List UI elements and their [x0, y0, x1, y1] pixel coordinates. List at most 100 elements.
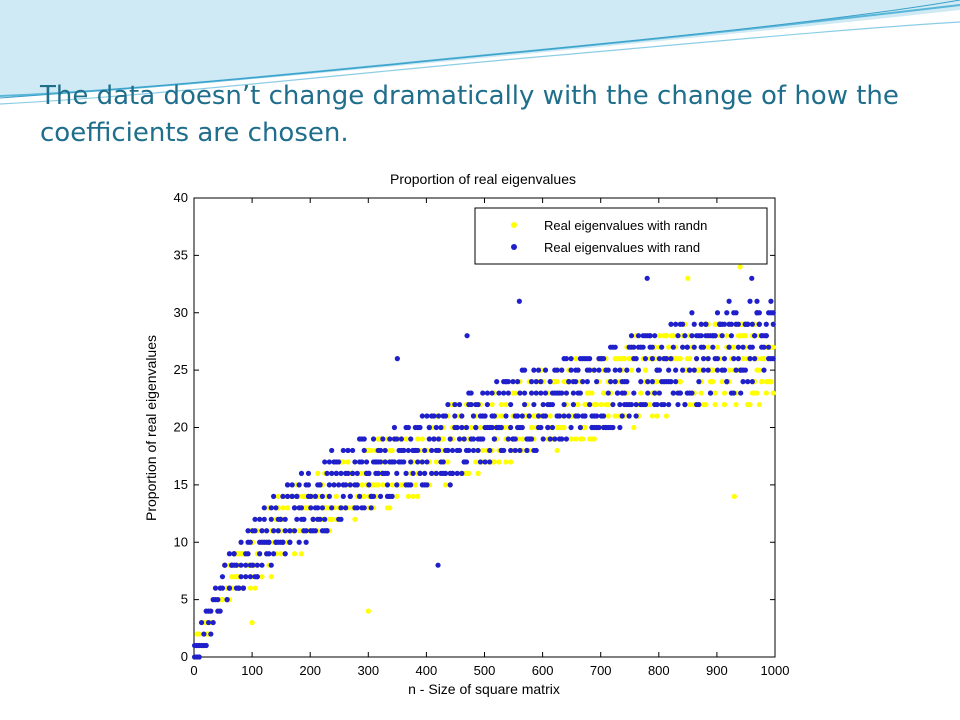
- data-point-rand: [384, 482, 391, 488]
- data-point-rand: [296, 539, 302, 545]
- data-point-rand: [745, 321, 751, 327]
- data-point-rand: [484, 401, 491, 408]
- data-point-rand: [645, 390, 651, 396]
- x-tick-label: 900: [706, 663, 728, 678]
- data-point-rand: [245, 551, 251, 557]
- data-point-rand: [614, 390, 621, 396]
- data-point-rand: [331, 482, 337, 488]
- data-point-randn: [491, 459, 497, 465]
- data-point-rand: [633, 356, 639, 362]
- data-point-randn: [361, 493, 367, 499]
- data-point-rand: [505, 379, 511, 385]
- data-point-rand: [424, 459, 430, 465]
- data-point-rand: [575, 367, 581, 373]
- y-tick-label: 40: [174, 190, 188, 205]
- data-point-rand: [322, 516, 328, 522]
- data-point-rand: [257, 516, 263, 522]
- data-point-rand: [584, 379, 590, 385]
- data-point-rand: [524, 447, 530, 454]
- data-point-rand: [605, 367, 611, 373]
- data-point-rand: [377, 447, 384, 454]
- data-point-rand: [689, 390, 695, 396]
- data-point-rand: [728, 333, 735, 339]
- data-point-rand: [547, 436, 553, 442]
- data-point-randn: [219, 597, 226, 603]
- data-point-rand: [505, 436, 511, 442]
- data-point-randn: [298, 551, 305, 557]
- data-point-rand: [563, 356, 570, 362]
- data-point-rand: [250, 562, 256, 568]
- data-point-rand: [635, 333, 642, 339]
- data-point-rand: [277, 516, 284, 522]
- data-point-rand: [345, 470, 351, 476]
- data-point-rand: [359, 459, 365, 465]
- data-point-randn: [554, 379, 560, 385]
- data-point-rand: [552, 436, 558, 442]
- legend-label-rand: Real eigenvalues with rand: [544, 240, 700, 255]
- data-point-randn: [405, 493, 411, 499]
- data-point-rand: [287, 539, 293, 545]
- data-point-rand: [238, 574, 244, 580]
- data-point-rand: [398, 436, 405, 442]
- header-wave-decoration: [0, 0, 960, 105]
- data-point-rand: [542, 390, 549, 396]
- data-point-rand: [405, 424, 411, 431]
- data-point-rand: [415, 447, 421, 454]
- data-point-rand: [508, 401, 514, 408]
- data-point-rand: [431, 413, 437, 419]
- data-point-rand: [508, 447, 514, 454]
- data-point-rand: [705, 356, 711, 362]
- data-point-rand: [766, 344, 772, 350]
- data-point-rand: [542, 413, 549, 419]
- data-point-randn: [638, 390, 644, 396]
- data-point-rand: [501, 447, 507, 454]
- data-point-rand: [487, 447, 493, 454]
- data-point-rand: [505, 390, 511, 396]
- data-point-rand: [391, 459, 398, 465]
- data-point-rand: [370, 493, 377, 499]
- data-point-rand: [436, 447, 442, 454]
- data-point-rand: [422, 447, 428, 454]
- data-point-rand: [377, 459, 384, 465]
- data-point-randn: [621, 356, 628, 362]
- data-point-rand: [670, 344, 676, 350]
- data-point-rand: [391, 424, 398, 431]
- data-point-rand: [224, 597, 230, 603]
- data-point-rand: [700, 356, 707, 362]
- data-point-rand: [631, 344, 637, 350]
- data-point-rand: [212, 585, 219, 591]
- data-point-randn: [628, 367, 635, 373]
- data-point-rand: [628, 401, 635, 408]
- data-point-rand: [261, 516, 267, 522]
- data-point-rand: [456, 436, 463, 442]
- data-point-rand: [668, 321, 674, 327]
- data-point-rand: [284, 493, 291, 499]
- data-point-rand: [682, 333, 688, 339]
- data-point-rand: [617, 367, 623, 373]
- data-point-rand: [447, 482, 453, 488]
- data-point-rand: [710, 344, 716, 350]
- data-point-rand: [254, 574, 260, 580]
- chart-title: Proportion of real eigenvalues: [390, 171, 576, 187]
- data-point-rand: [675, 401, 681, 408]
- data-point-rand: [580, 379, 586, 385]
- data-point-rand: [394, 470, 400, 476]
- data-point-rand: [429, 470, 435, 476]
- data-point-randn: [473, 459, 479, 465]
- data-point-rand: [282, 528, 288, 534]
- data-point-rand: [264, 528, 270, 534]
- x-tick-label: 0: [190, 663, 197, 678]
- x-tick-label: 200: [299, 663, 321, 678]
- data-point-rand: [559, 390, 565, 396]
- data-point-rand: [305, 482, 312, 488]
- data-point-rand: [231, 551, 237, 557]
- data-point-rand: [642, 356, 649, 362]
- data-point-rand: [533, 447, 539, 454]
- data-point-rand: [538, 424, 544, 431]
- data-point-rand: [591, 367, 597, 373]
- data-point-rand: [735, 356, 741, 362]
- data-point-rand: [515, 413, 521, 419]
- data-point-rand: [338, 505, 344, 511]
- data-point-rand: [649, 379, 656, 385]
